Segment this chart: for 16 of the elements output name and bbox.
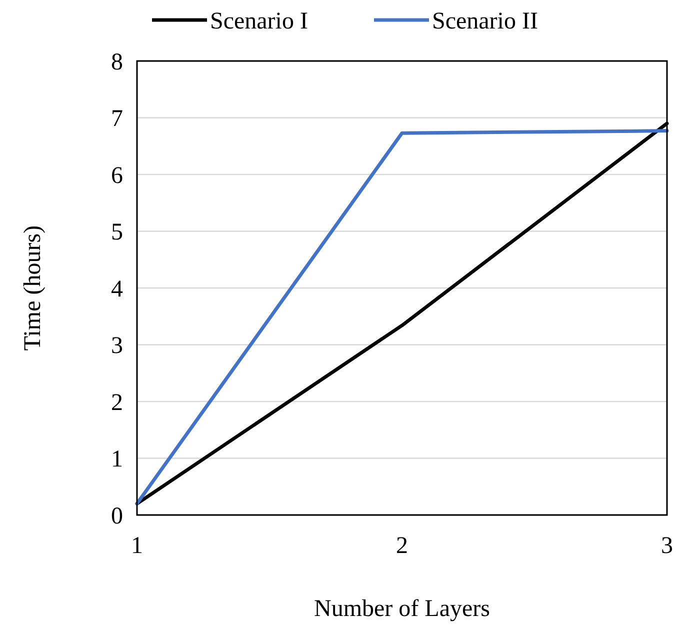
y-tick-label: 4: [111, 276, 123, 302]
legend-label: Scenario I: [210, 8, 308, 34]
y-tick-label: 6: [111, 162, 123, 189]
x-axis-title: Number of Layers: [314, 596, 490, 622]
y-tick-label: 3: [111, 333, 123, 360]
y-tick-label: 0: [111, 503, 123, 530]
x-tick-label: 2: [396, 533, 408, 559]
x-tick-label: 3: [661, 533, 673, 559]
y-tick-label: 8: [111, 49, 123, 76]
y-axis-title: Time (hours): [20, 225, 46, 351]
x-tick-label: 1: [131, 533, 143, 559]
y-tick-label: 2: [111, 390, 123, 416]
y-tick-label: 7: [111, 106, 123, 132]
legend-label: Scenario II: [432, 8, 538, 34]
y-tick-label: 1: [111, 446, 123, 473]
y-tick-label: 5: [111, 220, 123, 246]
